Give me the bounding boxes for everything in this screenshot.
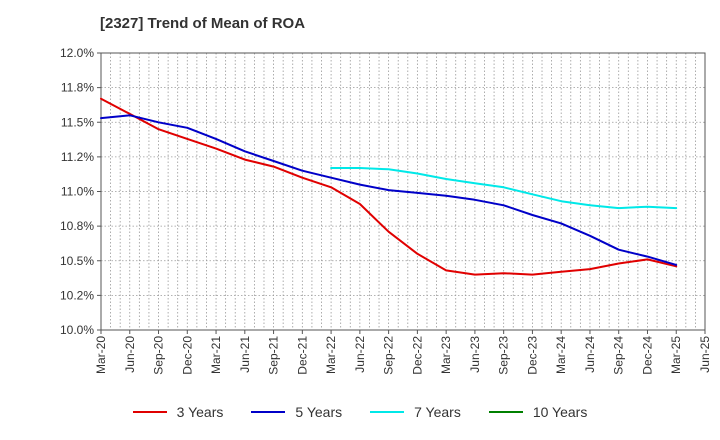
x-tick-label: Jun-21 [238,336,252,373]
legend-item-5-years: 5 Years [251,404,342,420]
x-tick-label: Sep-23 [497,336,511,375]
x-tick-label: Mar-24 [554,336,568,374]
series-line-3-years [100,97,678,276]
y-tick-label: 12.0% [60,46,94,60]
x-tick-label: Sep-21 [267,336,281,375]
legend-item-10-years: 10 Years [488,404,588,420]
tick-label-layer: 10.0% 10.2% 10.5% 10.8% 11.0% 11.2% 11.5% 11.8%… [60,46,712,375]
legend-label: 7 Years [414,404,461,420]
y-tick-label: 11.2% [61,150,94,164]
legend-label: 3 Years [176,404,224,420]
axis-layer [97,52,706,334]
series-layer [100,97,678,276]
x-tick-label: Dec-24 [640,336,654,375]
y-tick-label: 10.8% [60,219,94,233]
x-tick-label: Mar-22 [324,336,338,374]
x-tick-label: Mar-25 [669,336,683,374]
y-tick-label: 11.0% [61,185,94,199]
y-tick-label: 10.0% [60,323,94,337]
chart-legend: 3 Years 5 Years 7 Years 10 Years [0,404,720,420]
x-tick-label: Sep-22 [382,336,396,375]
x-tick-label: Jun-24 [583,336,597,373]
y-tick-label: 10.5% [60,254,94,268]
x-tick-label: Dec-23 [525,336,539,375]
chart-title: [2327] Trend of Mean of ROA [100,15,306,32]
legend-label: 10 Years [532,404,588,420]
x-tick-label: Jun-20 [123,336,137,373]
y-tick-label: 11.5% [61,115,94,129]
legend-swatch [251,411,286,413]
series-line-5-years [100,114,678,266]
x-tick-label: Dec-21 [295,336,309,375]
x-tick-label: Jun-25 [698,336,712,373]
grid-layer [101,53,705,330]
x-tick-label: Sep-20 [152,336,166,375]
x-tick-label: Sep-24 [612,336,626,375]
legend-item-7-years: 7 Years [370,404,461,420]
x-tick-label: Jun-23 [468,336,482,373]
y-tick-label: 10.2% [60,288,94,302]
x-tick-label: Mar-23 [439,336,453,374]
legend-swatch [132,411,167,413]
legend-label: 5 Years [295,404,343,420]
x-tick-label: Mar-20 [94,336,108,374]
y-tick-label: 11.8% [61,81,94,95]
legend-swatch [488,411,523,413]
x-tick-label: Jun-22 [353,336,367,373]
x-tick-label: Mar-21 [209,336,223,374]
x-tick-label: Dec-20 [180,336,194,375]
legend-swatch [370,411,405,413]
legend-item-3-years: 3 Years [132,404,224,420]
series-line-7-years [330,167,678,210]
plot-frame [100,52,706,331]
x-tick-label: Dec-22 [410,336,424,375]
